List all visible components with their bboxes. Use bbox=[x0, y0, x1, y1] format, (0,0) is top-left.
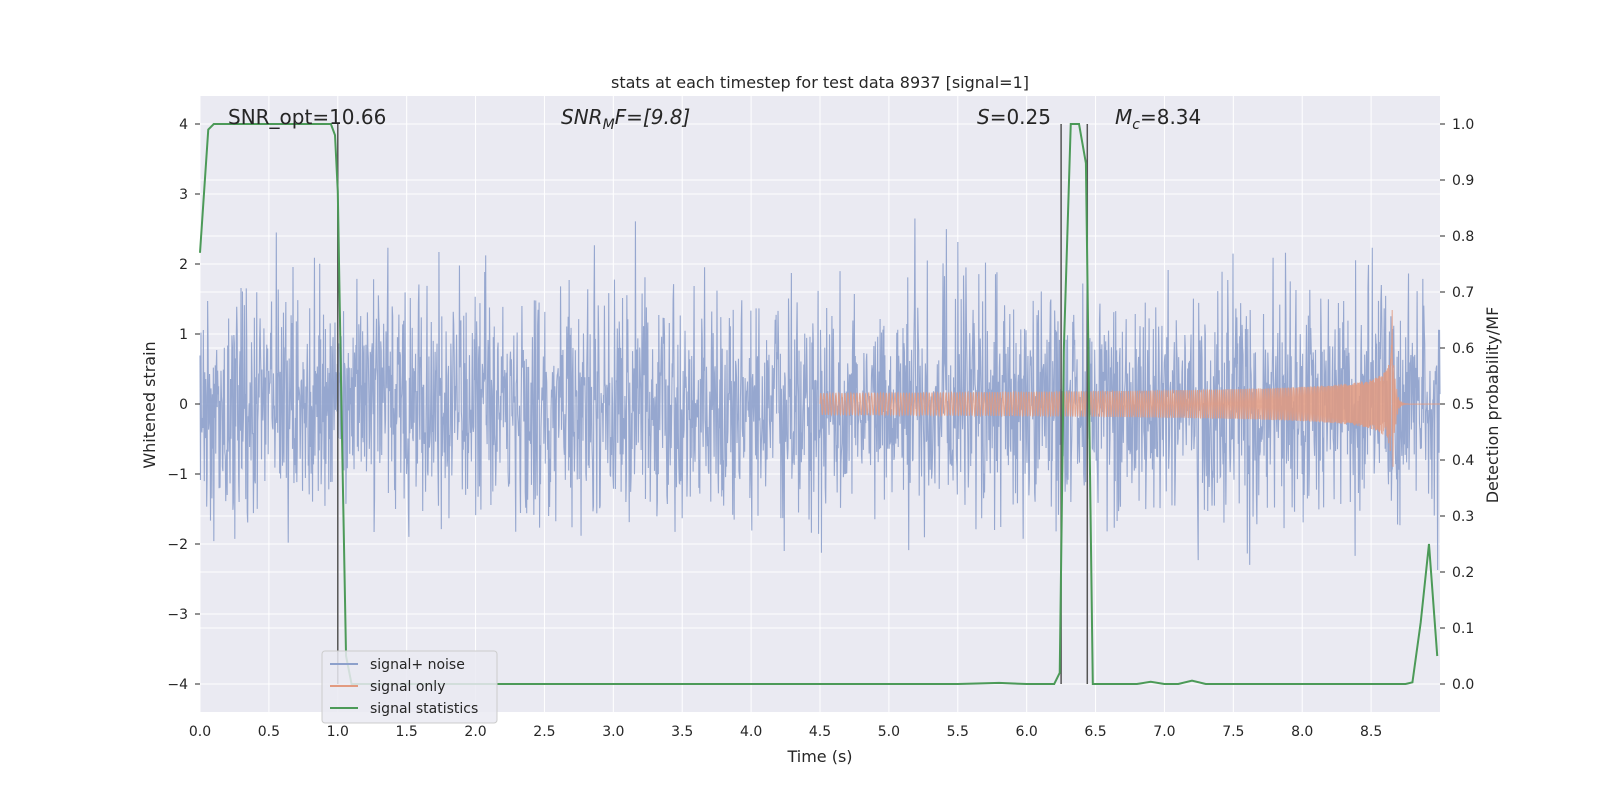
snr-opt-annotation: SNR_opt=10.66 bbox=[228, 105, 386, 129]
y-ticks-right: 1.0 0.9 0.8 0.7 0.6 0.5 0.4 0.3 0.2 0.1 0.0 bbox=[1440, 117, 1474, 693]
x-tick-label: 8.5 bbox=[1360, 724, 1382, 740]
noise-series bbox=[199, 218, 1441, 571]
snr-mf-annotation: SNRMF=[9.8] bbox=[561, 105, 690, 133]
signal-series bbox=[819, 309, 1441, 467]
x-tick-label: 2.0 bbox=[464, 724, 486, 740]
y-right-tick-label: 1.0 bbox=[1452, 117, 1474, 133]
legend: signal+ noise signal only signal statist… bbox=[321, 650, 498, 724]
x-axis-label: Time (s) bbox=[786, 747, 852, 766]
stats-series bbox=[199, 123, 1439, 685]
y-axis-label: Whitened strain bbox=[140, 341, 159, 468]
legend-label-signal: signal only bbox=[370, 679, 445, 695]
y-tick-label: 2 bbox=[179, 257, 188, 273]
y-right-tick-label: 0.0 bbox=[1452, 677, 1474, 693]
x-ticks: 0.0 0.5 1.0 1.5 2.0 2.5 3.0 3.5 4.0 4.5 5.0 5.5 6.0 6… bbox=[189, 724, 1382, 740]
x-tick-label: 3.5 bbox=[671, 724, 693, 740]
y-tick-label: −2 bbox=[167, 537, 188, 553]
x-tick-label: 4.5 bbox=[809, 724, 831, 740]
y-tick-label: 4 bbox=[179, 117, 188, 133]
mc-sub: c bbox=[1132, 117, 1140, 133]
legend-box bbox=[321, 650, 498, 724]
x-tick-label: 4.0 bbox=[740, 724, 762, 740]
noise-line bbox=[199, 218, 1441, 571]
y-tick-label: −3 bbox=[167, 607, 188, 623]
y-right-tick-label: 0.2 bbox=[1452, 565, 1474, 581]
x-tick-label: 5.5 bbox=[947, 724, 969, 740]
s-symbol: S bbox=[977, 105, 990, 129]
s-annotation: S=0.25 bbox=[977, 105, 1051, 129]
x-tick-label: 0.5 bbox=[258, 724, 280, 740]
y-right-tick-label: 0.3 bbox=[1452, 509, 1474, 525]
y-axis-label-right: Detection probability/MF bbox=[1483, 307, 1502, 504]
snr-mf-rest: F=[9.8] bbox=[615, 105, 691, 129]
s-value: =0.25 bbox=[990, 105, 1051, 129]
mc-base: M bbox=[1115, 105, 1132, 129]
x-tick-label: 3.0 bbox=[602, 724, 624, 740]
x-tick-label: 6.5 bbox=[1084, 724, 1106, 740]
snr-mf-sub: M bbox=[603, 117, 615, 133]
x-tick-label: 8.0 bbox=[1291, 724, 1313, 740]
snr-mf-base: SNR bbox=[561, 105, 603, 129]
mc-value: =8.34 bbox=[1140, 105, 1201, 129]
y-right-tick-label: 0.4 bbox=[1452, 453, 1474, 469]
y-right-tick-label: 0.9 bbox=[1452, 173, 1474, 189]
x-tick-label: 7.0 bbox=[1153, 724, 1175, 740]
y-tick-label: 0 bbox=[179, 397, 188, 413]
signal-line bbox=[819, 309, 1441, 467]
x-tick-label: 1.0 bbox=[327, 724, 349, 740]
legend-label-noise: signal+ noise bbox=[370, 657, 465, 673]
y-tick-label: 1 bbox=[179, 327, 188, 343]
x-tick-label: 2.5 bbox=[533, 724, 555, 740]
y-right-tick-label: 0.7 bbox=[1452, 285, 1474, 301]
stats-line bbox=[199, 123, 1439, 685]
legend-label-stats: signal statistics bbox=[370, 701, 478, 717]
y-tick-label: 3 bbox=[179, 187, 188, 203]
y-right-tick-label: 0.6 bbox=[1452, 341, 1474, 357]
x-tick-label: 7.5 bbox=[1222, 724, 1244, 740]
y-tick-label: −1 bbox=[167, 467, 188, 483]
y-ticks: 4 3 2 1 0 −1 −2 −3 −4 bbox=[167, 117, 200, 693]
mc-annotation: Mc=8.34 bbox=[1115, 105, 1201, 133]
x-tick-label: 5.0 bbox=[878, 724, 900, 740]
x-tick-label: 6.0 bbox=[1016, 724, 1038, 740]
y-right-tick-label: 0.8 bbox=[1452, 229, 1474, 245]
x-tick-label: 0.0 bbox=[189, 724, 211, 740]
y-tick-label: −4 bbox=[167, 677, 188, 693]
y-right-tick-label: 0.1 bbox=[1452, 621, 1474, 637]
y-right-tick-label: 0.5 bbox=[1452, 397, 1474, 413]
x-tick-label: 1.5 bbox=[396, 724, 418, 740]
chart-title: stats at each timestep for test data 893… bbox=[611, 73, 1029, 92]
